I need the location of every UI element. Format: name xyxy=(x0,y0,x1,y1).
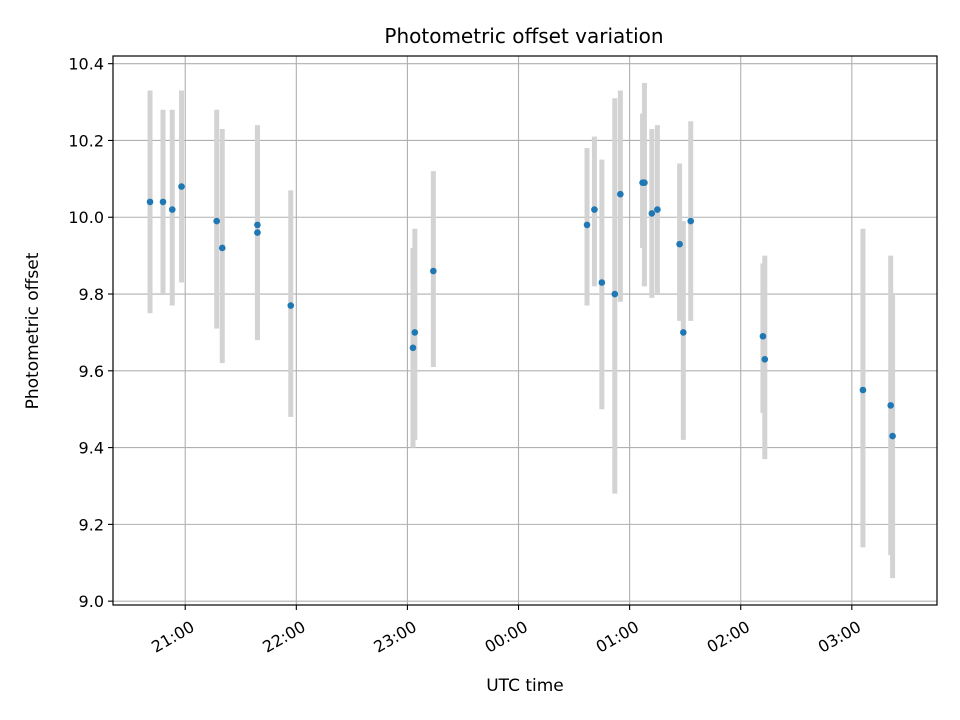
data-point xyxy=(146,198,154,206)
data-point xyxy=(648,210,656,217)
data-point xyxy=(641,179,648,186)
y-tick-label: 10.0 xyxy=(68,208,104,227)
data-point xyxy=(254,229,261,236)
data-point xyxy=(178,183,185,190)
y-tick-label: 10.4 xyxy=(68,55,104,74)
y-axis-label: Photometric offset xyxy=(23,252,43,409)
data-point xyxy=(430,267,437,275)
data-point xyxy=(583,221,591,229)
data-point xyxy=(654,206,661,213)
data-point xyxy=(591,206,598,213)
y-tick-label: 9.6 xyxy=(79,362,104,381)
data-point xyxy=(611,290,619,298)
data-point xyxy=(598,279,606,286)
y-axis-ticks: 9.0 9.2 9.4 9.6 9.8 10.0 10.2 10.4 xyxy=(68,55,113,611)
data-point xyxy=(680,329,687,336)
y-tick-label: 9.4 xyxy=(79,439,104,458)
data-point xyxy=(617,190,624,198)
data-point xyxy=(159,198,167,206)
data-point xyxy=(411,329,419,336)
data-point xyxy=(687,217,695,225)
data-point xyxy=(887,402,895,409)
y-tick-label: 9.2 xyxy=(79,515,104,534)
y-tick-label: 9.0 xyxy=(79,592,104,611)
data-point xyxy=(859,386,867,394)
y-tick-label: 10.2 xyxy=(68,131,104,150)
data-point xyxy=(761,355,769,363)
data-point xyxy=(759,332,767,340)
y-tick-label: 9.8 xyxy=(79,285,104,304)
data-points xyxy=(146,179,896,440)
grid xyxy=(113,56,937,605)
plot-frame xyxy=(112,55,938,606)
chart-title: Photometric offset variation xyxy=(384,24,663,48)
data-point xyxy=(676,240,683,248)
data-point xyxy=(218,244,226,252)
data-point xyxy=(254,221,261,229)
data-point xyxy=(409,344,417,352)
data-point xyxy=(889,432,896,440)
data-point xyxy=(168,206,176,213)
x-axis-label: UTC time xyxy=(486,676,564,696)
data-point xyxy=(287,302,295,309)
data-point xyxy=(213,217,220,225)
